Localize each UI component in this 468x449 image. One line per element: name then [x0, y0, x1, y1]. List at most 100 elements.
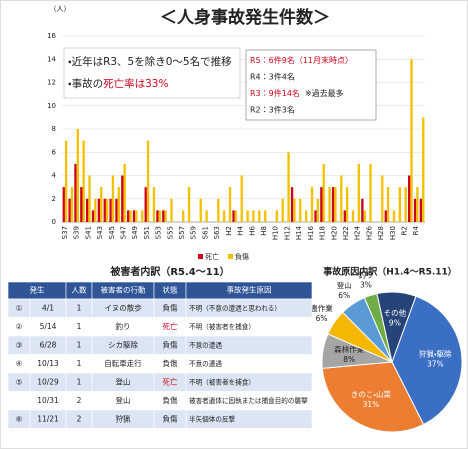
table-text: 10/31 [37, 396, 59, 405]
pie-label: 釣り 3% [358, 270, 373, 290]
x-tick-label: H6 [248, 225, 256, 235]
bar [115, 198, 118, 222]
table-text: 4/1 [42, 303, 54, 312]
bar [357, 163, 361, 222]
bar [328, 187, 331, 222]
bar [232, 210, 235, 222]
bar [103, 198, 106, 222]
table-text: 不明（被害者を捕食） [189, 322, 255, 331]
bar [343, 210, 346, 222]
pie-value: 8% [343, 355, 355, 364]
bar [187, 187, 191, 222]
header-label: 被害者の行動 [101, 285, 146, 295]
x-tick-label: H22 [342, 226, 350, 240]
bar [310, 187, 314, 222]
table-text: 1 [77, 322, 82, 331]
table-cell [185, 409, 313, 429]
x-tick-label: S49 [131, 226, 139, 239]
bar [345, 187, 349, 222]
table-text: 不明（被害者を捕食） [189, 377, 255, 386]
bar [290, 187, 294, 222]
table-text: ⑥ [16, 414, 23, 423]
table-text: 負傷 [163, 302, 178, 312]
table-text: 負傷 [163, 358, 178, 368]
pie-label: 狩猟・駆除 37% [419, 348, 452, 368]
table-text: イヌの散歩 [104, 302, 142, 312]
table-text: 死亡 [163, 376, 178, 386]
recent-line: R3：9件14名 ※過去最多 [250, 88, 344, 98]
bar [146, 140, 150, 222]
pie-value: 37% [427, 359, 444, 368]
bar [132, 210, 136, 222]
bar [363, 210, 366, 222]
table-text: 死亡 [163, 321, 178, 331]
x-tick-label: H16 [307, 225, 315, 240]
bar [246, 210, 249, 222]
x-tick-label: S51 [143, 226, 151, 239]
table-text: シカ駆除 [108, 340, 138, 349]
bar [162, 210, 165, 222]
note-text: ・近年はR3、5を除き0～5名で推移 [68, 55, 232, 68]
bar [217, 198, 220, 222]
bar [228, 187, 232, 222]
note-box [63, 47, 241, 99]
x-tick-label: S59 [190, 226, 198, 239]
bar [105, 198, 109, 222]
x-tick-label: H2 [225, 226, 233, 236]
legend-swatch [228, 254, 233, 259]
bar [320, 187, 323, 222]
recent-key: R5 [250, 56, 261, 65]
x-tick-label: S47 [119, 226, 127, 239]
table-text: 1 [77, 359, 82, 368]
bar [314, 210, 317, 222]
bar [182, 210, 185, 222]
x-tick-label: R2 [401, 226, 409, 235]
pie-category: その他 [384, 308, 407, 318]
bar [94, 198, 97, 222]
bar [121, 175, 124, 222]
bar [258, 210, 261, 222]
x-tick-label: H8 [260, 226, 268, 236]
bar [68, 198, 71, 222]
bar [340, 175, 343, 222]
recent-line: R2：3件3名 [250, 104, 295, 114]
x-tick-label: H14 [295, 225, 303, 240]
x-tick-label: H4 [237, 225, 245, 235]
pie-category: 森林作業 [334, 344, 364, 354]
x-tick-label: S61 [201, 226, 209, 239]
recent-key: R2 [250, 105, 261, 114]
bar [76, 129, 79, 222]
bar [123, 163, 126, 222]
pie-label: きのこ・山菜 31% [351, 389, 392, 409]
bar [141, 210, 144, 222]
pie-title: 事故原因内訳（H1.4～R5.11） [323, 266, 457, 278]
x-tick-label: S41 [84, 226, 92, 239]
bar [86, 198, 89, 222]
table-text: 狩猟 [116, 413, 131, 423]
pie-value: 9% [389, 319, 401, 328]
pie-value: 31% [363, 400, 380, 409]
table-text: 5/14 [40, 322, 57, 331]
bar [404, 187, 407, 222]
table-text: 半矢個体の反撃 [189, 414, 236, 423]
header-label: 人数 [72, 285, 87, 295]
x-tick-label: S53 [155, 226, 163, 239]
note-text: ・事故の死亡率は33% [68, 77, 168, 90]
table-text: 不意の遭遇 [189, 340, 222, 349]
pie-category: 登山 [337, 280, 352, 290]
bar [111, 175, 115, 222]
bar [126, 210, 130, 222]
x-tick-label: H12 [283, 226, 291, 240]
bar [91, 210, 95, 222]
legend-swatch [198, 254, 203, 259]
bar [252, 210, 255, 222]
recent-box [245, 49, 377, 121]
x-tick-label: R4 [412, 225, 420, 235]
bar [410, 59, 413, 222]
table-text: 1 [77, 303, 82, 312]
table-text: ② [16, 322, 23, 331]
bar [199, 198, 202, 222]
bar [156, 210, 159, 222]
bar [117, 187, 120, 222]
x-tick-label: S55 [166, 226, 174, 239]
